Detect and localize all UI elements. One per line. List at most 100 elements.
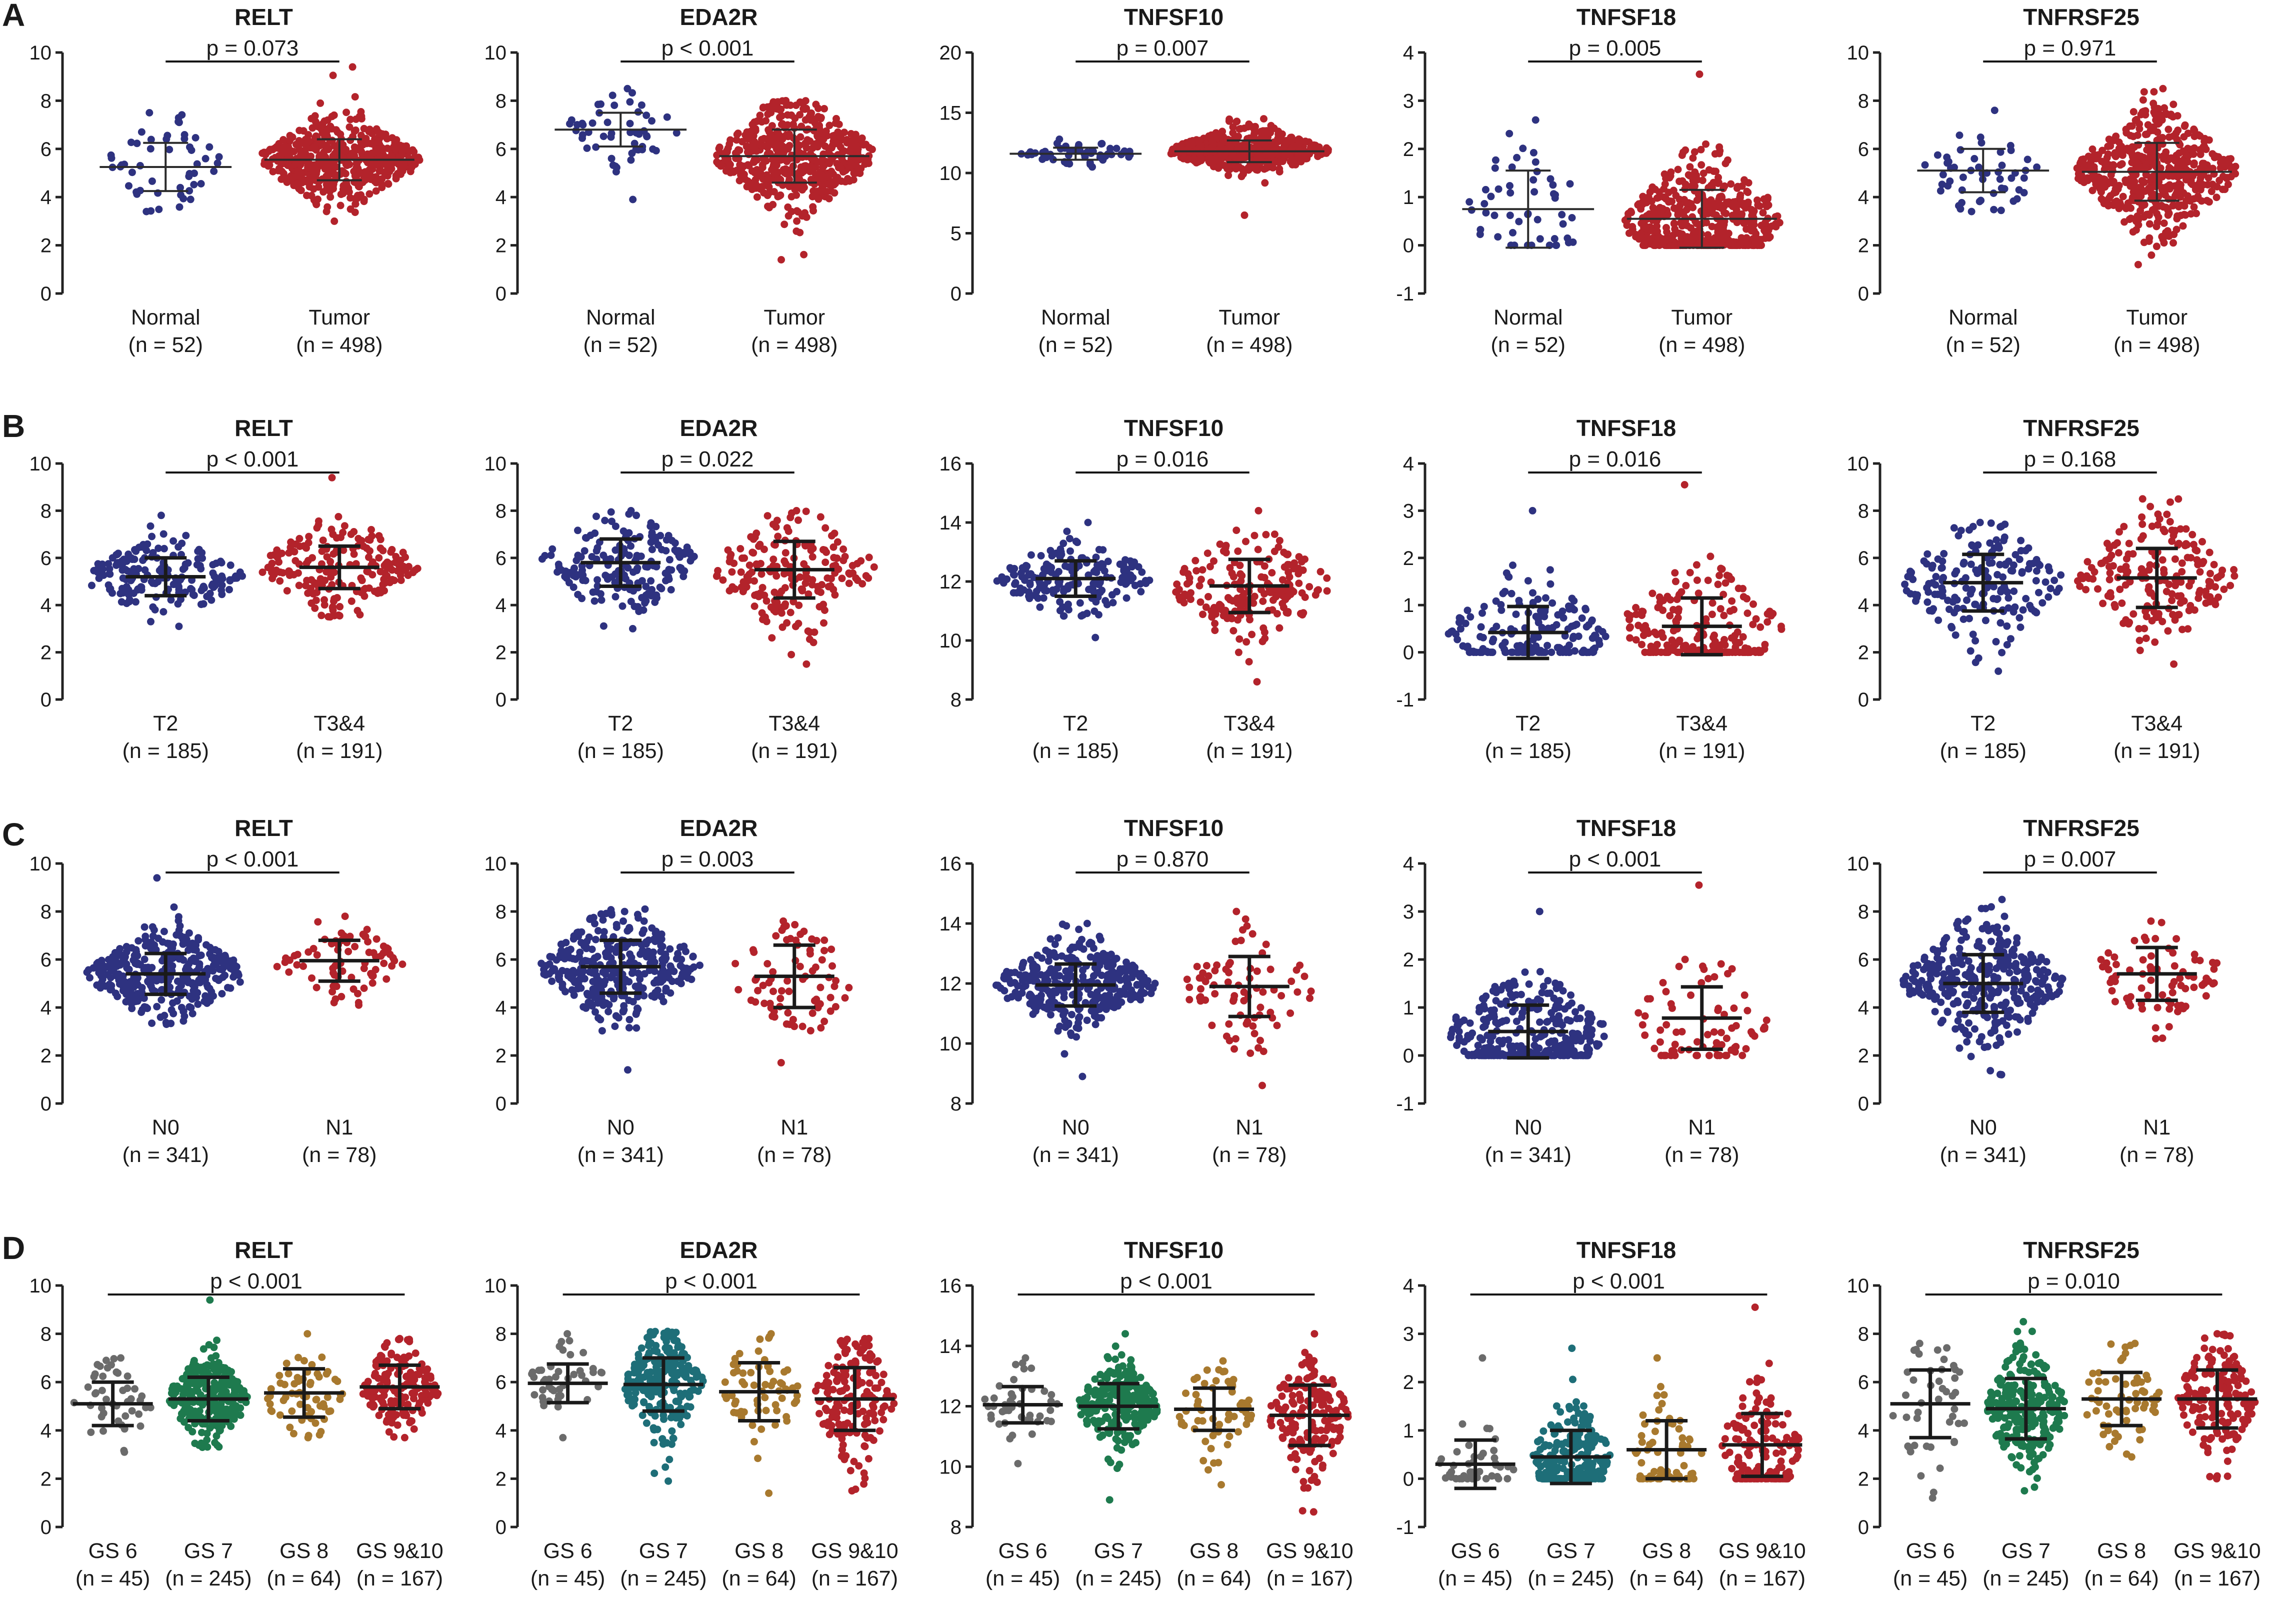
data-point [1464, 606, 1472, 614]
data-point [387, 152, 395, 160]
data-point [1652, 630, 1660, 638]
data-point [764, 144, 772, 152]
y-tick-label: 16 [940, 453, 962, 475]
data-point [368, 526, 375, 534]
data-point [365, 174, 373, 182]
data-point [1750, 207, 1758, 215]
data-point [166, 146, 174, 154]
data-point [380, 576, 388, 584]
data-point [1970, 154, 1978, 162]
data-point [1952, 631, 1960, 639]
data-point [1229, 129, 1237, 137]
data-point [309, 144, 317, 152]
data-point [1476, 226, 1484, 234]
data-point [756, 560, 764, 568]
data-point [326, 558, 334, 566]
data-point [736, 176, 744, 184]
data-point [1972, 637, 1980, 645]
data-point [327, 573, 335, 581]
data-point [1230, 572, 1238, 580]
data-point [2154, 521, 2162, 529]
data-point [1079, 611, 1087, 619]
x-group-label: N0 [152, 1116, 180, 1140]
data-point [2142, 634, 2150, 642]
y-tick-label: 0 [496, 689, 506, 711]
data-point [1730, 242, 1738, 250]
data-point [1252, 164, 1260, 172]
data-point [2200, 160, 2208, 168]
data-point [302, 544, 310, 552]
data-point [155, 206, 163, 214]
data-point [641, 599, 649, 607]
y-tick-label: 8 [40, 500, 52, 522]
data-point [1990, 106, 1998, 114]
data-point [748, 548, 756, 556]
x-group-label: Normal [131, 306, 200, 330]
data-point [1706, 552, 1714, 560]
data-point [398, 150, 406, 158]
data-point [754, 592, 762, 600]
data-point [758, 118, 766, 126]
data-point [788, 509, 796, 517]
data-point [579, 121, 587, 129]
data-point [2164, 126, 2172, 134]
data-point [148, 532, 156, 540]
data-point [2164, 627, 2172, 635]
dot-cloud [107, 109, 223, 216]
y-tick-label: 0 [1403, 642, 1414, 664]
data-point [1750, 214, 1758, 222]
data-point [1982, 616, 1990, 624]
data-point [1714, 231, 1722, 239]
data-point [1260, 115, 1268, 123]
data-point [2004, 604, 2012, 612]
data-point [574, 590, 582, 598]
data-point [1909, 576, 1917, 584]
data-point [1286, 158, 1294, 166]
data-point [547, 552, 555, 560]
data-point [370, 588, 378, 596]
data-point [1976, 518, 1984, 526]
data-point [638, 101, 646, 109]
data-point [1197, 576, 1205, 584]
data-point [2190, 161, 2198, 169]
data-point [1064, 600, 1072, 608]
data-point [1969, 522, 1977, 530]
data-point [993, 577, 1001, 585]
data-point [1259, 598, 1267, 605]
data-point [118, 560, 126, 568]
data-point [650, 535, 658, 543]
data-point [2094, 175, 2102, 183]
data-point [2112, 132, 2120, 140]
data-point [850, 170, 858, 177]
data-point [186, 143, 194, 151]
data-point [642, 112, 650, 120]
data-point [2170, 100, 2178, 108]
data-point [845, 569, 853, 577]
data-point [784, 203, 792, 211]
data-point [768, 634, 776, 642]
y-tick-label: 8 [1858, 90, 1869, 112]
data-point [824, 574, 832, 582]
data-point [1544, 642, 1552, 650]
data-point [792, 102, 800, 110]
data-point [828, 144, 836, 152]
data-point [2008, 174, 2016, 182]
data-point [2160, 104, 2168, 112]
data-point [1466, 648, 1474, 656]
data-point [1054, 568, 1062, 576]
x-group-n: (n = 498) [2114, 333, 2200, 357]
data-point [1546, 175, 1554, 183]
x-group-label: Tumor [308, 306, 370, 330]
data-point [830, 543, 838, 551]
data-point [548, 545, 556, 553]
data-point [1492, 156, 1500, 164]
data-point [324, 613, 332, 620]
data-point [608, 154, 616, 162]
data-point [1552, 191, 1559, 199]
data-point [357, 191, 365, 199]
data-point [1969, 630, 1977, 638]
data-point [726, 587, 734, 594]
data-point [1036, 603, 1044, 611]
data-point [804, 627, 812, 635]
data-point [820, 606, 828, 614]
